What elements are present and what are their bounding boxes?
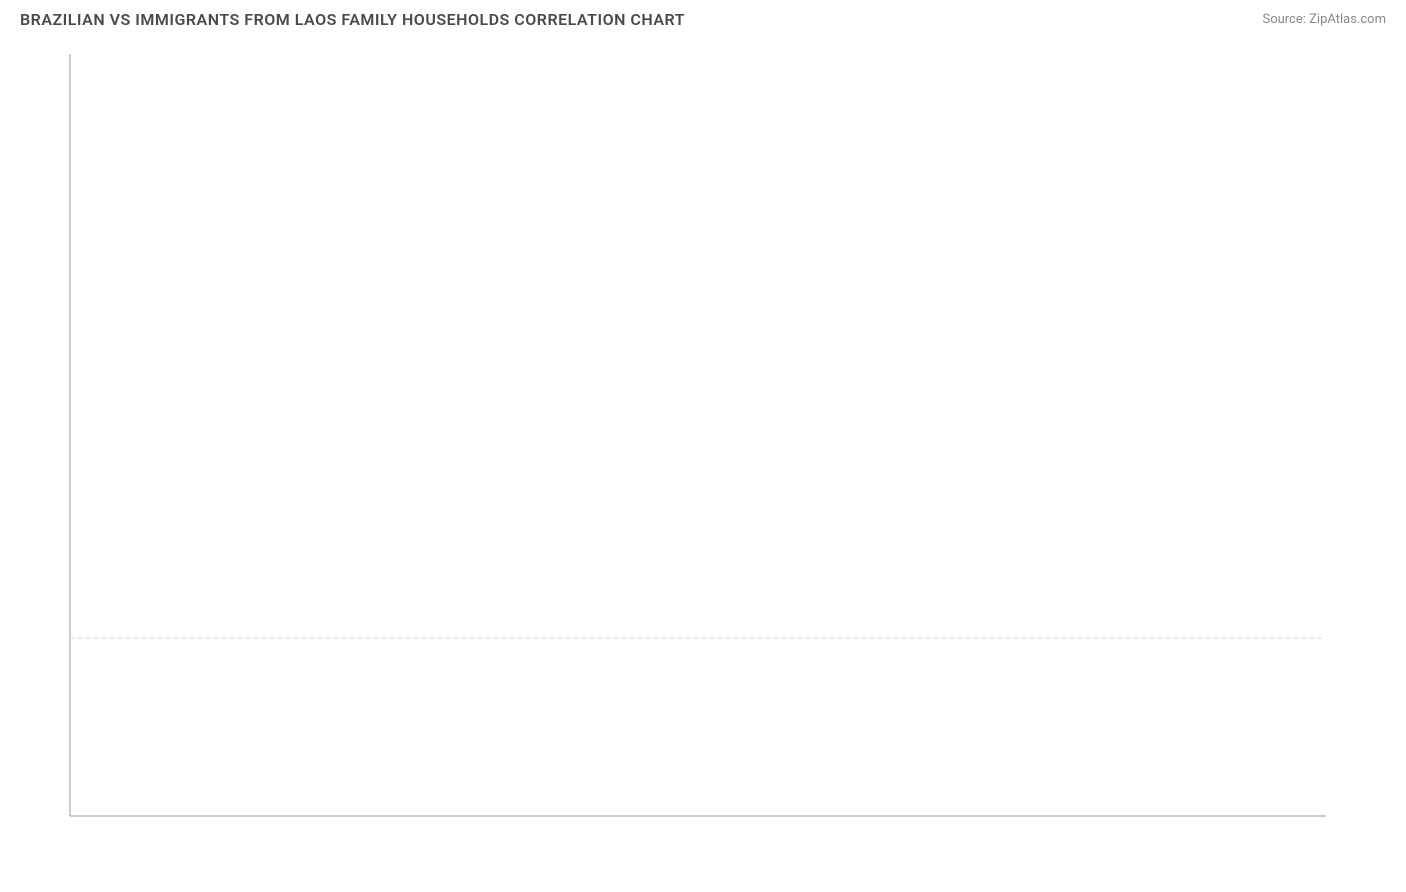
scatter-chart-svg	[20, 44, 1386, 872]
chart-title: BRAZILIAN VS IMMIGRANTS FROM LAOS FAMILY…	[20, 10, 685, 29]
chart-container	[20, 44, 1386, 872]
header-bar: BRAZILIAN VS IMMIGRANTS FROM LAOS FAMILY…	[0, 0, 1406, 41]
source-label: Source: ZipAtlas.com	[1262, 12, 1386, 27]
